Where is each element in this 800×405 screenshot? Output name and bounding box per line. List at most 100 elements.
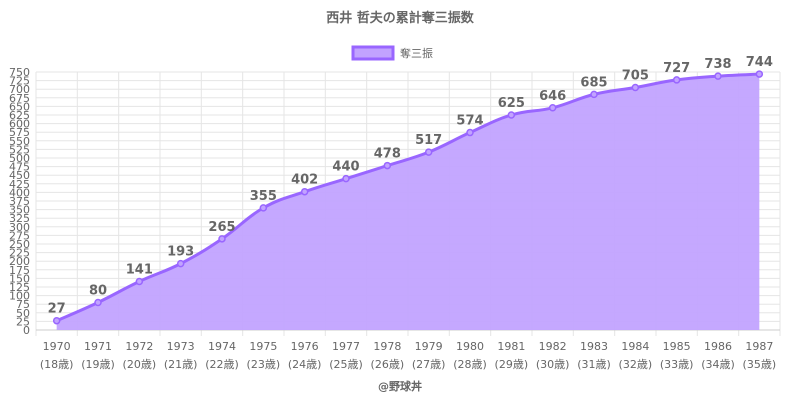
y-tick-label: 450 xyxy=(9,169,30,182)
data-label: 646 xyxy=(539,89,566,104)
data-point[interactable] xyxy=(176,259,185,268)
x-tick-label: 1971 xyxy=(84,340,112,353)
y-tick-label: 625 xyxy=(9,109,30,122)
data-point[interactable] xyxy=(424,148,433,156)
y-tick-label: 225 xyxy=(9,247,30,260)
y-tick-label: 50 xyxy=(16,307,30,320)
data-point[interactable] xyxy=(135,277,144,286)
y-tick-label: 525 xyxy=(9,143,30,156)
x-axis-ticks: 1970 (18歳) 1971 (19歳) 1972 (20歳) 1973 (21歳) 1974… xyxy=(40,340,776,371)
y-tick-label: 300 xyxy=(9,221,30,234)
x-tick-label: 1976 xyxy=(291,340,319,353)
x-tick-label: 1986 xyxy=(704,340,732,353)
credit-label: @野球丼 xyxy=(378,379,422,393)
data-point[interactable] xyxy=(507,111,516,119)
x-tick-label: 1981 xyxy=(497,340,525,353)
legend[interactable]: 奪三振 xyxy=(351,45,433,61)
x-age-label: (31歳) xyxy=(577,358,611,371)
x-age-label: (30歳) xyxy=(536,358,570,371)
y-tick-label: 600 xyxy=(9,118,30,131)
y-tick-label: 25 xyxy=(16,315,30,328)
x-tick-label: 1984 xyxy=(621,340,649,353)
y-tick-label: 575 xyxy=(9,126,30,139)
data-point[interactable] xyxy=(755,70,764,78)
x-age-label: (24歳) xyxy=(288,358,322,371)
y-tick-label: 400 xyxy=(9,186,30,199)
y-tick-label: 675 xyxy=(9,92,30,105)
data-label: 517 xyxy=(415,133,442,148)
data-point[interactable] xyxy=(218,235,226,243)
x-age-label: (21歳) xyxy=(164,358,198,371)
data-point[interactable] xyxy=(94,298,102,307)
data-label: 265 xyxy=(208,220,235,235)
x-tick-label: 1979 xyxy=(415,340,443,353)
data-point[interactable] xyxy=(590,90,598,99)
data-label: 355 xyxy=(250,189,277,204)
data-point[interactable] xyxy=(631,83,640,92)
y-tick-label: 425 xyxy=(9,178,30,191)
data-point[interactable] xyxy=(548,104,557,112)
data-label: 478 xyxy=(374,147,401,162)
data-point[interactable] xyxy=(342,174,350,183)
x-age-label: (18歳) xyxy=(40,358,74,371)
x-tick-label: 1987 xyxy=(745,340,773,353)
data-point[interactable] xyxy=(259,204,268,212)
x-age-label: (29歳) xyxy=(495,358,529,371)
x-tick-label: 1983 xyxy=(580,340,608,353)
y-axis-ticks: 0255075100125150175200225250275300325350… xyxy=(9,66,30,337)
y-tick-label: 150 xyxy=(9,272,30,285)
y-tick-label: 325 xyxy=(9,212,30,225)
data-label: 193 xyxy=(167,245,194,260)
y-tick-label: 125 xyxy=(9,281,30,294)
chart-title: 西井 哲夫の累計奪三振数 xyxy=(326,10,475,26)
x-age-label: (26歳) xyxy=(371,358,405,371)
legend-label: 奪三振 xyxy=(400,46,433,60)
data-label: 574 xyxy=(456,114,483,129)
x-age-label: (33歳) xyxy=(660,358,694,371)
y-tick-label: 375 xyxy=(9,195,30,208)
data-point[interactable] xyxy=(300,187,309,196)
y-tick-label: 275 xyxy=(9,229,30,242)
y-tick-label: 725 xyxy=(9,75,30,88)
series-area xyxy=(56,72,760,331)
y-tick-label: 250 xyxy=(9,238,30,251)
data-point[interactable] xyxy=(383,161,392,170)
data-label: 80 xyxy=(89,283,107,298)
data-point[interactable] xyxy=(466,128,474,137)
data-label: 705 xyxy=(622,68,649,83)
data-label: 738 xyxy=(704,57,731,72)
x-age-label: (23歳) xyxy=(247,358,281,371)
x-age-label: (35歳) xyxy=(743,358,777,371)
x-tick-label: 1977 xyxy=(332,340,360,353)
x-age-label: (27歳) xyxy=(412,358,446,371)
data-points xyxy=(52,70,764,325)
data-label: 685 xyxy=(580,75,607,90)
y-tick-label: 200 xyxy=(9,255,30,268)
data-label: 744 xyxy=(746,55,773,70)
y-tick-label: 350 xyxy=(9,204,30,217)
y-tick-label: 100 xyxy=(9,290,30,303)
data-label: 625 xyxy=(498,96,525,111)
x-tick-label: 1974 xyxy=(208,340,236,353)
data-label: 27 xyxy=(48,302,66,317)
data-label: 141 xyxy=(126,262,153,277)
data-point[interactable] xyxy=(714,72,722,80)
data-label: 440 xyxy=(332,160,359,175)
x-age-label: (28歳) xyxy=(453,358,487,371)
series-line xyxy=(56,72,760,323)
x-tick-label: 1980 xyxy=(456,340,484,353)
y-tick-label: 475 xyxy=(9,161,30,174)
y-tick-label: 500 xyxy=(9,152,30,165)
x-tick-label: 1973 xyxy=(167,340,195,353)
x-age-label: (25歳) xyxy=(329,358,363,371)
y-tick-label: 550 xyxy=(9,135,30,148)
x-age-label: (32歳) xyxy=(619,358,653,371)
y-tick-label: 0 xyxy=(23,324,30,337)
data-point[interactable] xyxy=(52,316,61,325)
data-point[interactable] xyxy=(672,76,681,84)
x-age-label: (19歳) xyxy=(81,358,115,371)
x-tick-label: 1982 xyxy=(539,340,567,353)
legend-swatch[interactable] xyxy=(351,45,395,61)
